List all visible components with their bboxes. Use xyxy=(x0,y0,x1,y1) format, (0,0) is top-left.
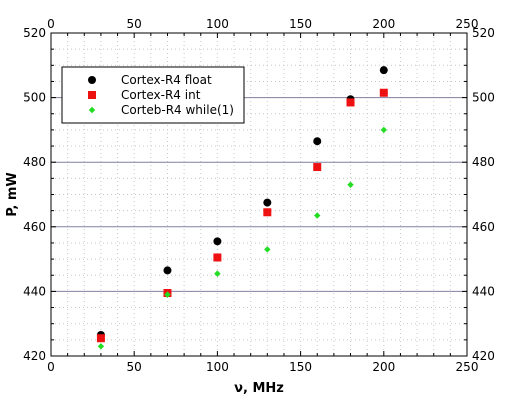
right-tick-label: 500 xyxy=(472,91,495,105)
legend-marker-circle xyxy=(88,76,96,84)
data-point-diamond xyxy=(347,181,354,189)
x-tick-label: 50 xyxy=(127,360,142,374)
y-axis-label: P, mW xyxy=(5,172,20,217)
data-point-square xyxy=(379,88,388,97)
y-tick-label: 500 xyxy=(23,91,46,105)
series-diamond xyxy=(97,126,387,350)
x-tick-label: 200 xyxy=(372,360,395,374)
x-tick-label: 150 xyxy=(289,360,312,374)
data-point-diamond xyxy=(380,126,387,134)
data-point-circle xyxy=(379,66,388,75)
top-tick-label: 150 xyxy=(289,17,312,31)
data-point-square xyxy=(213,253,222,262)
y-tick-label: 460 xyxy=(23,220,46,234)
grid xyxy=(51,33,467,356)
data-point-diamond xyxy=(214,270,221,277)
right-tick-label: 480 xyxy=(472,155,495,169)
right-tick-label: 460 xyxy=(472,220,495,234)
data-point-diamond xyxy=(97,343,105,350)
legend-marker-diamond xyxy=(88,106,96,114)
y-tick-label: 520 xyxy=(23,26,46,40)
top-tick-label: 250 xyxy=(456,17,479,31)
data-point-circle xyxy=(313,137,322,146)
data-point-circle xyxy=(163,266,172,275)
legend-label: Cortex-R4 float xyxy=(121,73,212,87)
legend-marker-square xyxy=(88,91,96,99)
data-point-square xyxy=(313,163,322,172)
x-axis-label: ν, MHz xyxy=(234,381,284,396)
plot-frame xyxy=(50,32,468,357)
top-tick-label: 0 xyxy=(47,17,55,31)
top-tick-label: 200 xyxy=(372,17,395,31)
right-tick-label: 420 xyxy=(472,349,495,363)
data-point-square xyxy=(346,98,355,107)
top-tick-label: 50 xyxy=(127,17,142,31)
x-tick-label: 250 xyxy=(456,360,479,374)
data-point-square xyxy=(263,208,272,217)
top-tick-label: 100 xyxy=(206,17,229,31)
y-tick-label: 440 xyxy=(23,284,46,298)
y-tick-label: 420 xyxy=(23,349,46,363)
x-tick-label: 100 xyxy=(206,360,229,374)
legend-label: Cortex-R4 int xyxy=(121,88,201,102)
data-point-diamond xyxy=(314,212,321,219)
data-point-diamond xyxy=(264,246,271,253)
right-tick-label: 520 xyxy=(472,26,495,40)
data-point-circle xyxy=(263,198,272,207)
y-tick-label: 480 xyxy=(23,155,46,169)
right-tick-label: 440 xyxy=(472,284,495,298)
data-point-square xyxy=(96,334,105,343)
data-point-circle xyxy=(213,237,222,246)
data-points xyxy=(96,66,388,350)
legend-label: Corteb-R4 while(1) xyxy=(121,103,234,117)
x-tick-label: 0 xyxy=(47,360,55,374)
data-point-diamond xyxy=(164,291,171,298)
